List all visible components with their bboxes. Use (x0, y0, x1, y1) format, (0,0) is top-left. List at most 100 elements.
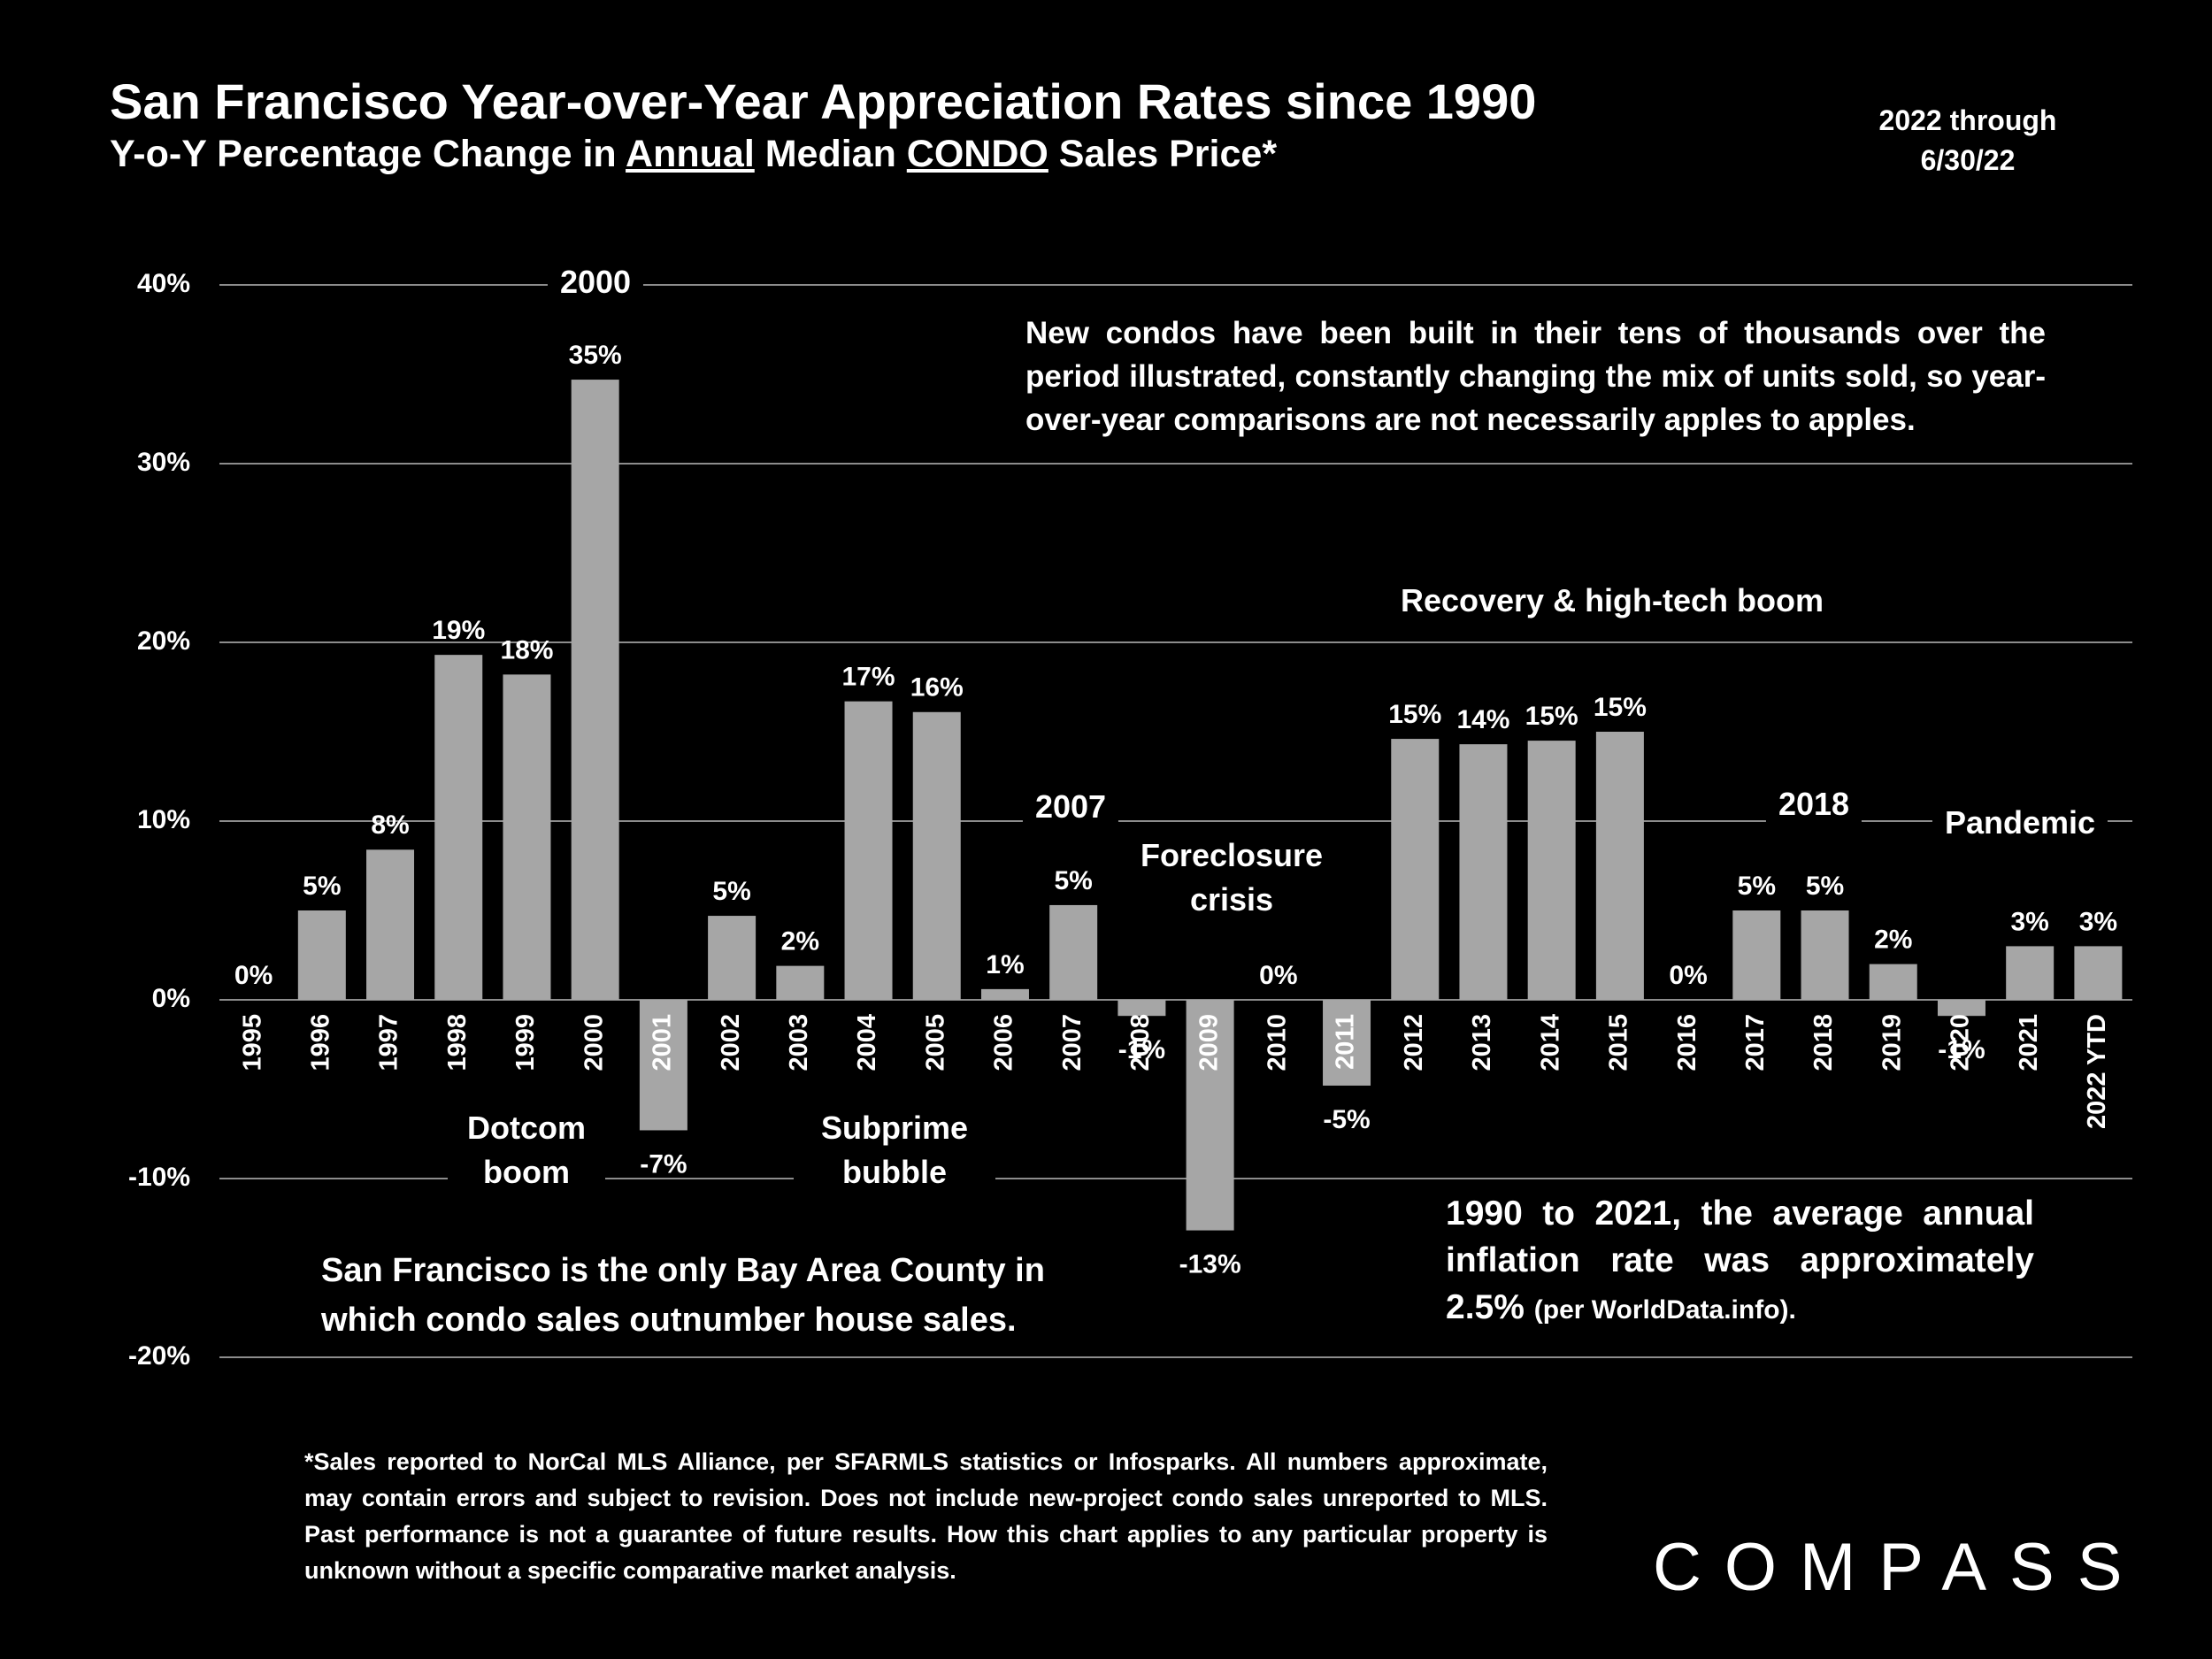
x-tick-label: 2019 (1878, 1014, 1906, 1071)
bar (1323, 1000, 1371, 1086)
x-tick-label: 2016 (1673, 1014, 1701, 1071)
annotation: Foreclosure crisis (1122, 833, 1341, 922)
value-label: 15% (1594, 693, 1647, 722)
bar (1937, 1000, 1985, 1017)
x-tick-label: 2015 (1605, 1014, 1633, 1071)
y-tick-label: 10% (137, 805, 190, 834)
value-label: 0% (234, 961, 273, 990)
bar (639, 1000, 687, 1131)
bar (366, 849, 415, 1000)
subtitle-part: Annual (626, 133, 755, 175)
value-label: -7% (640, 1149, 687, 1179)
y-tick-label: 20% (137, 626, 190, 656)
bar (503, 674, 551, 1000)
x-tick-label: 2012 (1400, 1014, 1428, 1071)
bar (434, 655, 483, 1000)
bar (1459, 744, 1508, 1000)
subtitle-part: Median (754, 133, 907, 175)
note: San Francisco is the only Bay Area Count… (321, 1246, 1056, 1345)
x-tick-label: 1999 (511, 1014, 540, 1071)
value-label: -1% (1938, 1035, 1985, 1064)
subtitle-part: Y-o-Y Percentage Change in (110, 133, 626, 175)
bar (2074, 946, 2123, 1000)
value-label: 0% (1669, 961, 1707, 990)
bar (2006, 946, 2055, 1000)
value-label: 16% (910, 673, 964, 703)
value-label: 1% (986, 950, 1024, 979)
x-tick-label: 2006 (990, 1014, 1018, 1071)
bar (1527, 741, 1576, 1000)
value-label: 0% (1259, 961, 1297, 990)
bar (1869, 964, 1917, 1000)
bar (571, 380, 619, 1000)
x-tick-label: 2010 (1263, 1014, 1291, 1071)
value-label: -5% (1323, 1105, 1370, 1134)
y-tick-label: -10% (128, 1163, 190, 1192)
x-tick-label: 2003 (785, 1014, 813, 1071)
x-tick-label: 2014 (1536, 1014, 1564, 1071)
y-tick-label: 30% (137, 448, 190, 477)
value-label: 18% (500, 635, 553, 664)
x-tick-label: 1997 (375, 1014, 403, 1071)
x-tick-label: 2000 (580, 1014, 608, 1071)
side-note: 2022 through 6/30/22 (1862, 101, 2074, 180)
value-label: 2% (1874, 926, 1912, 955)
value-label: 5% (1806, 872, 1844, 901)
value-label: -13% (1179, 1250, 1241, 1279)
x-tick-label: 2008 (1126, 1014, 1155, 1071)
annotation: Recovery & high-tech boom (1387, 579, 1837, 623)
bar (776, 965, 825, 1000)
value-label: 3% (2010, 907, 2048, 936)
annotation: 2018 (1765, 782, 1863, 826)
value-label: 8% (371, 810, 409, 840)
x-tick-label: 2018 (1809, 1014, 1838, 1071)
y-tick-label: 40% (137, 269, 190, 298)
annotation: Pandemic (1932, 801, 2108, 845)
x-tick-label: 2013 (1468, 1014, 1496, 1071)
bar (1732, 910, 1781, 1000)
note-part: 1990 to 2021, the average annual inflati… (1446, 1194, 2034, 1326)
value-label: 5% (1054, 866, 1092, 895)
side-note-line: 6/30/22 (1920, 144, 2016, 176)
x-tick-label: 2004 (853, 1014, 881, 1071)
x-tick-label: 1995 (238, 1014, 266, 1071)
x-tick-label: 2009 (1194, 1014, 1223, 1071)
bar (1186, 1000, 1234, 1231)
logo: COMPASS (1653, 1530, 2146, 1605)
note: New condos have been built in their tens… (1025, 311, 2046, 442)
bar (708, 916, 757, 1000)
x-tick-label: 2002 (717, 1014, 745, 1071)
bar (844, 701, 893, 1000)
annotation: 2007 (1022, 785, 1119, 829)
x-tick-label: 2020 (1947, 1014, 1975, 1071)
value-label: 14% (1456, 705, 1509, 734)
value-label: 5% (712, 877, 750, 906)
bar (1595, 732, 1644, 1000)
annotation: Dotcom boom (448, 1106, 605, 1194)
bar (297, 910, 346, 1000)
note-part: (per WorldData.info). (1533, 1295, 1796, 1325)
bar (1118, 1000, 1166, 1017)
annotation: 2000 (547, 260, 644, 304)
x-tick-label: 1998 (443, 1014, 472, 1071)
bar (980, 988, 1029, 1000)
y-tick-label: 0% (152, 984, 190, 1013)
bar (1391, 739, 1440, 1000)
value-label: -1% (1118, 1035, 1165, 1064)
chart-title: San Francisco Year-over-Year Appreciatio… (110, 73, 1537, 129)
value-label: 15% (1388, 700, 1441, 729)
x-tick-label: 2022 YTD (2083, 1014, 2111, 1129)
subtitle-part: Sales Price* (1048, 133, 1278, 175)
value-label: 5% (303, 872, 341, 901)
x-tick-label: 2005 (921, 1014, 949, 1071)
subtitle-part: CONDO (906, 133, 1048, 175)
y-tick-label: -20% (128, 1341, 190, 1371)
bar (912, 711, 961, 1000)
value-label: 35% (569, 341, 622, 370)
footnote: *Sales reported to NorCal MLS Alliance, … (304, 1448, 1548, 1584)
x-tick-label: 2021 (2015, 1014, 2043, 1071)
bar (1801, 910, 1849, 1000)
value-label: 3% (2079, 907, 2117, 936)
